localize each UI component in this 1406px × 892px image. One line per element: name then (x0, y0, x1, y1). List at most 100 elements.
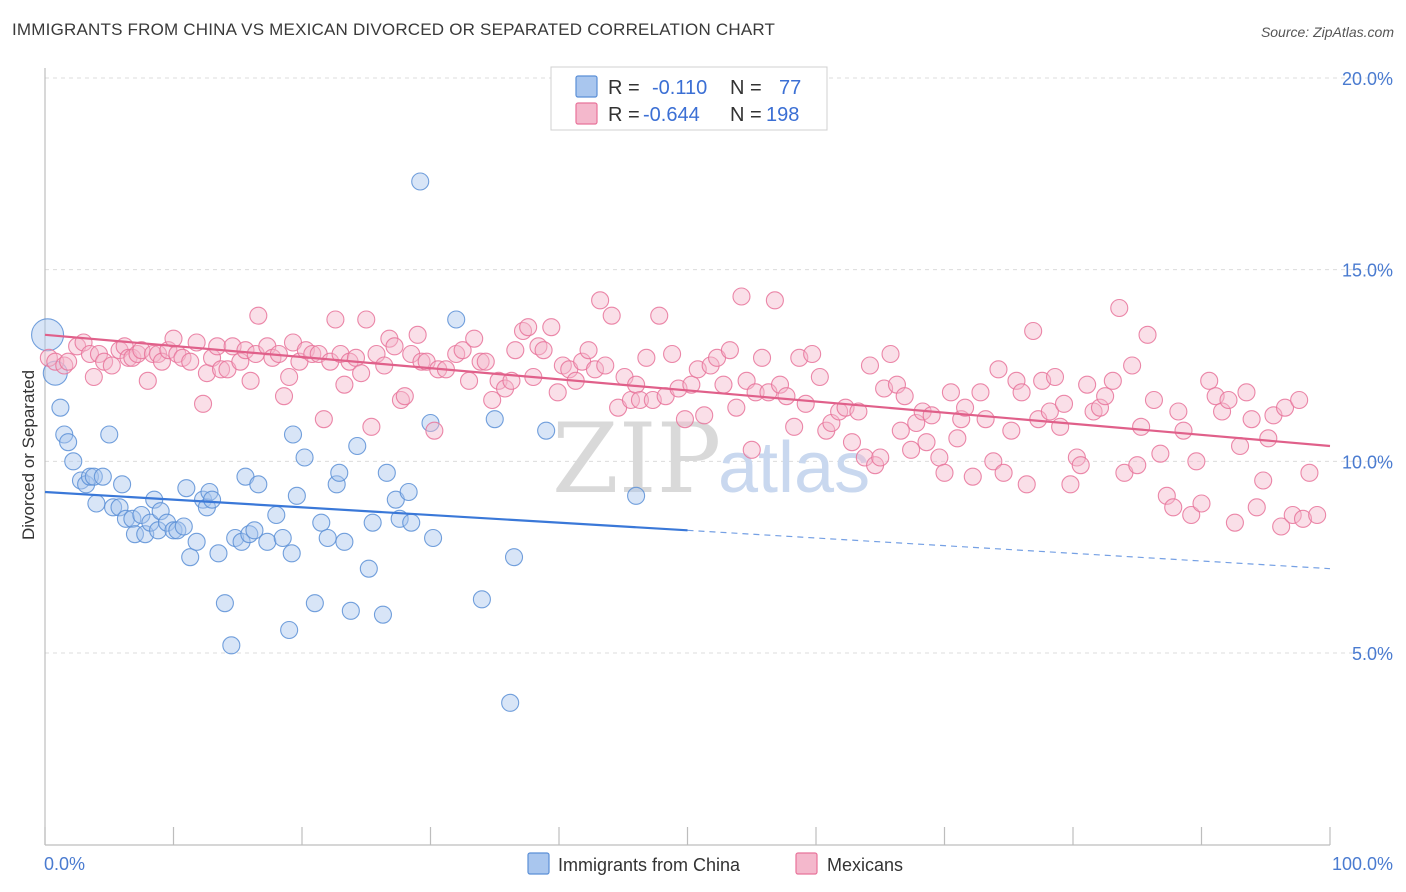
china-n-label: N = (730, 77, 762, 99)
mexican-point (335, 375, 354, 394)
mexican-point (810, 367, 829, 387)
mexican-point (1169, 402, 1188, 421)
mexican-point (1144, 390, 1164, 410)
mexican-point (803, 344, 822, 364)
mexican-point (871, 448, 890, 467)
trend-lines (44, 333, 1331, 570)
china-point (273, 528, 292, 548)
china-point (295, 448, 314, 467)
mexican-point (352, 364, 371, 383)
mexican-point (1012, 383, 1031, 402)
mexican-point (402, 344, 421, 364)
watermark-atlas: atlas (718, 428, 870, 508)
mexican-point (963, 467, 982, 486)
china-point (504, 548, 524, 567)
china-point (258, 532, 277, 551)
china-point (485, 410, 504, 429)
mexican-point (701, 356, 720, 375)
china-trend-line (44, 490, 688, 532)
china-swatch (575, 75, 598, 98)
mexican-point (280, 367, 299, 387)
mexican-swatch (575, 102, 598, 125)
mexican-point (1219, 390, 1238, 410)
china-point (181, 548, 200, 567)
china-point (177, 479, 196, 498)
mexican-point (935, 463, 954, 482)
mexican-point (321, 352, 340, 371)
mexican-point (907, 413, 926, 433)
mexican-point (1247, 498, 1266, 517)
china-point (411, 172, 430, 191)
mexican-point (860, 356, 880, 375)
mexican-point (948, 429, 967, 448)
mexican-point (695, 406, 714, 425)
mexican-point (785, 417, 804, 436)
mexican-point (181, 352, 200, 371)
china-point (330, 463, 349, 482)
china-point (93, 467, 112, 486)
mexican-point (326, 310, 345, 329)
china-point (51, 398, 70, 417)
mexican-point (1024, 321, 1043, 341)
mexican-point (849, 402, 868, 421)
mexican-point (102, 356, 121, 375)
mexican-point (357, 310, 376, 329)
mexican-point (1151, 444, 1170, 463)
china-point (377, 463, 396, 482)
legend-mexican-label: Mexicans (827, 855, 903, 875)
mexican-point (1045, 367, 1065, 387)
mexican-point (1187, 452, 1206, 471)
china-point (390, 509, 409, 528)
mexican-n-value: 198 (766, 104, 799, 126)
mexican-point (881, 344, 900, 364)
mexican-point (682, 375, 701, 394)
china-point (113, 475, 132, 494)
mexican-point (1237, 383, 1256, 402)
mexican-point (917, 433, 936, 452)
mexican-point (471, 352, 490, 371)
mexican-point (164, 329, 183, 348)
mexican-point (425, 421, 444, 440)
y-tick-label: 10.0% (1342, 452, 1393, 472)
gridlines (45, 77, 1390, 654)
y-axis-title: Divorced or Separated (19, 370, 38, 540)
mexican-point (637, 348, 656, 367)
china-point (203, 490, 222, 509)
mexican-point (891, 421, 910, 440)
mexican-point (1308, 505, 1327, 525)
mexican-point (930, 448, 949, 467)
china-point (335, 532, 354, 551)
china-point (64, 452, 83, 471)
mexican-point (855, 448, 874, 467)
china-point (187, 532, 206, 551)
mexican-point (465, 329, 484, 348)
mexican-point (720, 341, 739, 360)
mexican-point (1300, 463, 1319, 482)
china-point (282, 544, 301, 563)
mexican-points (39, 287, 1327, 536)
mexican-point (1017, 475, 1036, 494)
mexican-point (483, 390, 502, 410)
mexican-point (777, 387, 796, 406)
mexican-point (506, 341, 525, 360)
mexican-point (1040, 402, 1059, 421)
mexican-point (459, 371, 479, 390)
china-r-label: R = (608, 77, 640, 99)
china-point (151, 502, 170, 521)
mexican-point (1061, 475, 1080, 494)
china-point (80, 467, 100, 486)
mexican-point (236, 341, 255, 360)
mexican-point (1110, 298, 1129, 318)
mexican-point (1078, 375, 1097, 394)
mexican-point (1128, 456, 1147, 475)
mexican-point (194, 394, 213, 413)
y-tick-label: 15.0% (1342, 261, 1393, 281)
china-point (87, 494, 106, 513)
y-tick-label: 20.0% (1342, 69, 1393, 89)
china-point (174, 517, 193, 536)
mexican-point (231, 352, 250, 371)
china-r-value: -0.110 (652, 77, 707, 99)
mexican-point (548, 383, 567, 402)
stats-legend: R = -0.110 N = 77 R = -0.644 N = 198 (550, 66, 828, 131)
